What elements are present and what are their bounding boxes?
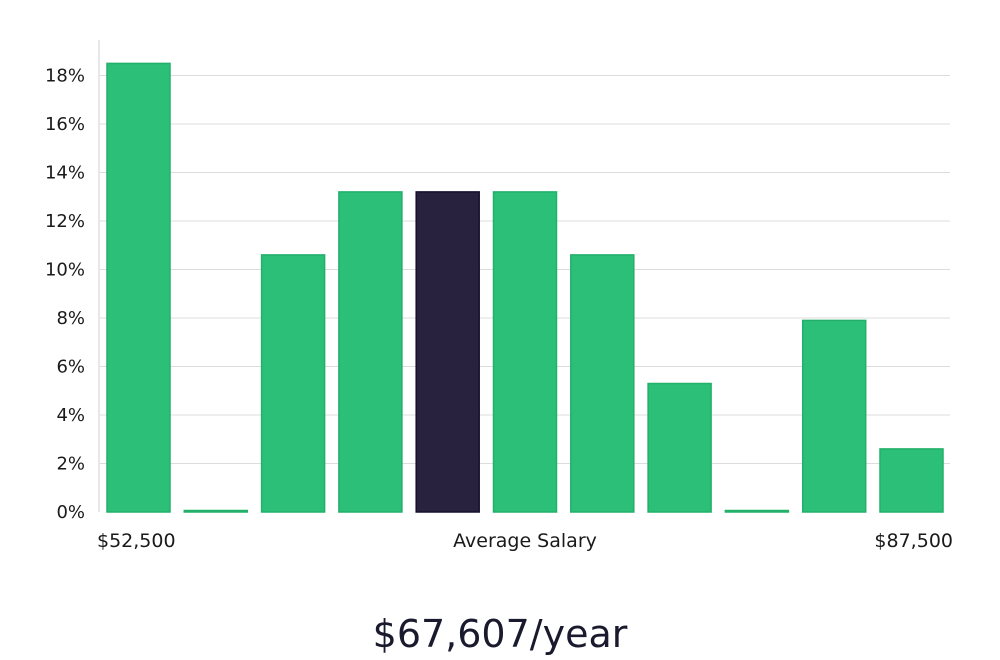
y-tick-label: 16% <box>45 114 85 135</box>
y-tick-label: 18% <box>45 66 85 87</box>
bar <box>106 62 171 513</box>
y-tick-label: 2% <box>56 454 85 475</box>
bar <box>879 448 944 513</box>
x-end-label: $87,500 <box>874 530 953 552</box>
bar <box>492 191 558 513</box>
y-tick-label: 0% <box>56 502 85 523</box>
highlighted-bar <box>415 191 480 513</box>
y-tick-labels: 0% 2% 4% 6% 8% 10% 12% 14% 16% 18% <box>45 66 85 524</box>
bars <box>106 62 944 513</box>
y-tick-label: 12% <box>45 211 85 232</box>
bar <box>260 254 326 513</box>
y-tick-label: 4% <box>56 405 85 426</box>
y-tick-label: 14% <box>45 163 85 184</box>
x-axis-label: Average Salary <box>453 530 597 552</box>
bar <box>338 191 403 513</box>
bar <box>570 254 635 513</box>
y-tick-label: 6% <box>56 357 85 378</box>
y-tick-label: 10% <box>45 260 85 281</box>
bar <box>801 319 867 513</box>
bar <box>183 509 249 513</box>
average-salary-value: $67,607/year <box>372 612 628 656</box>
x-start-label: $52,500 <box>97 530 176 552</box>
bar <box>724 509 790 513</box>
salary-histogram-chart: 0% 2% 4% 6% 8% 10% 12% 14% 16% 18% $52,500 Averag… <box>45 40 953 552</box>
y-tick-label: 8% <box>56 308 85 329</box>
bar <box>647 382 712 513</box>
